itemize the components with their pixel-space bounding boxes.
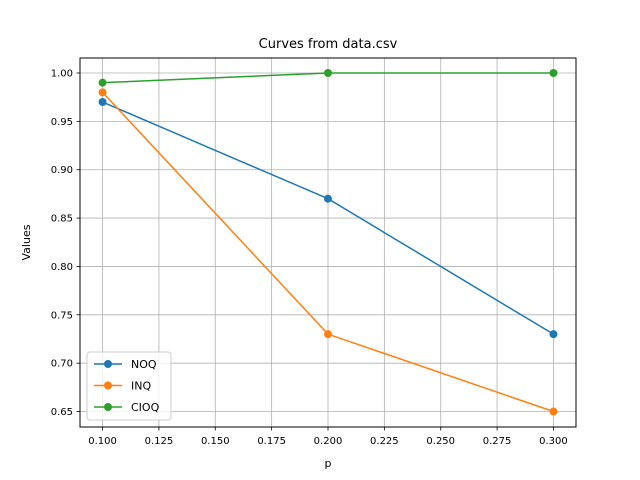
legend-item-inq: INQ (94, 380, 151, 393)
grid (80, 58, 576, 427)
y-tick-label: 0.70 (51, 359, 73, 370)
x-tick-label: 0.100 (88, 436, 117, 447)
data-point-noq (549, 330, 558, 339)
ticks: 0.100 0.125 0.150 0.175 0.200 0.225 0.250 0.275… (51, 68, 568, 447)
data-point-cioq (549, 68, 558, 77)
x-tick-label: 0.150 (201, 436, 230, 447)
legend: NOQ INQ CIOQ (86, 351, 172, 421)
y-tick-label: 0.90 (51, 165, 73, 176)
series-cioq (98, 68, 558, 87)
x-tick-label: 0.125 (145, 436, 174, 447)
y-tick-label: 0.75 (51, 310, 73, 321)
legend-item-cioq: CIOQ (94, 401, 160, 414)
legend-swatch-marker (104, 403, 112, 411)
legend-swatch-marker (104, 381, 112, 390)
x-tick-label: 0.300 (539, 436, 568, 447)
legend-swatch-marker (104, 360, 112, 368)
data-point-noq (324, 194, 332, 203)
legend-label-inq: INQ (131, 380, 151, 393)
series-inq (98, 88, 558, 416)
data-point-cioq (98, 78, 107, 87)
data-point-inq (324, 330, 332, 339)
y-tick-label: 0.65 (51, 407, 73, 418)
y-tick-label: 0.95 (51, 117, 73, 128)
x-tick-label: 0.250 (426, 436, 455, 447)
data-point-cioq (324, 68, 332, 77)
legend-label-cioq: CIOQ (131, 401, 160, 414)
chart-title: Curves from data.csv (259, 37, 398, 52)
y-tick-label: 1.00 (51, 68, 73, 79)
y-axis-label: Values (20, 224, 33, 260)
x-tick-label: 0.175 (257, 436, 286, 447)
legend-label-noq: NOQ (131, 358, 157, 371)
x-tick-label: 0.275 (483, 436, 512, 447)
x-axis-label: p (325, 457, 332, 470)
y-tick-label: 0.85 (51, 214, 73, 225)
series-noq (98, 98, 558, 339)
x-tick-label: 0.200 (314, 436, 343, 447)
x-tick-label: 0.225 (370, 436, 399, 447)
data-point-noq (98, 98, 107, 107)
y-tick-label: 0.80 (51, 262, 73, 273)
data-point-inq (549, 407, 558, 416)
legend-item-noq: NOQ (94, 358, 157, 371)
data-point-inq (98, 88, 107, 97)
series-layer (98, 68, 558, 416)
